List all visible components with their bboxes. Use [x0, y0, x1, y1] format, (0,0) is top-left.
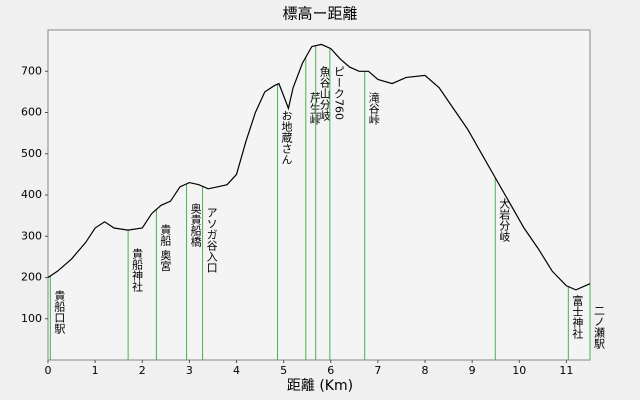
- landmark-label: お地蔵さん: [280, 110, 293, 165]
- x-tick-label: 9: [469, 364, 476, 377]
- x-tick-label: 6: [327, 364, 334, 377]
- landmark-label: 滝谷峠: [367, 92, 380, 126]
- landmark-label: 大岩分岐: [498, 197, 511, 243]
- chart-title: 標高ー距離: [282, 5, 357, 23]
- x-tick-label: 0: [45, 364, 52, 377]
- y-tick-label: 500: [21, 147, 42, 160]
- x-axis-title: 距離 (Km): [287, 377, 353, 394]
- landmark-label: 貴船神社: [131, 247, 144, 293]
- y-tick-label: 700: [21, 64, 42, 77]
- plot-area: [47, 29, 591, 361]
- y-tick-label: 400: [21, 188, 42, 201]
- x-tick-label: 5: [280, 364, 287, 377]
- landmark-label: 奥貴船橋: [189, 202, 202, 248]
- y-tick-label: 300: [21, 229, 42, 242]
- landmark-label: 貴船口駅: [53, 289, 66, 335]
- x-tick-label: 2: [139, 364, 146, 377]
- landmark-label: 魚谷山分岐: [318, 66, 331, 122]
- landmark-label: 二ノ瀬駅: [593, 305, 606, 350]
- x-tick-label: 10: [512, 364, 526, 377]
- y-tick-label: 600: [21, 106, 42, 119]
- landmark-label: 芹生峠: [308, 92, 321, 126]
- profile-line: [47, 43, 591, 291]
- y-tick-label: 200: [21, 271, 42, 284]
- x-tick-label: 11: [559, 364, 573, 377]
- y-tick-label: 100: [21, 312, 42, 325]
- landmark-label: ピーク760: [332, 66, 345, 120]
- x-tick-label: 3: [186, 364, 193, 377]
- landmark-label: 貴船 奥宮: [159, 223, 172, 272]
- x-tick-label: 7: [374, 364, 381, 377]
- x-tick-label: 1: [92, 364, 99, 377]
- landmark-label: 富士神社: [571, 294, 584, 340]
- x-tick-label: 8: [422, 364, 429, 377]
- x-tick-label: 4: [233, 364, 240, 377]
- landmark-label: アソガ谷入口: [205, 207, 218, 273]
